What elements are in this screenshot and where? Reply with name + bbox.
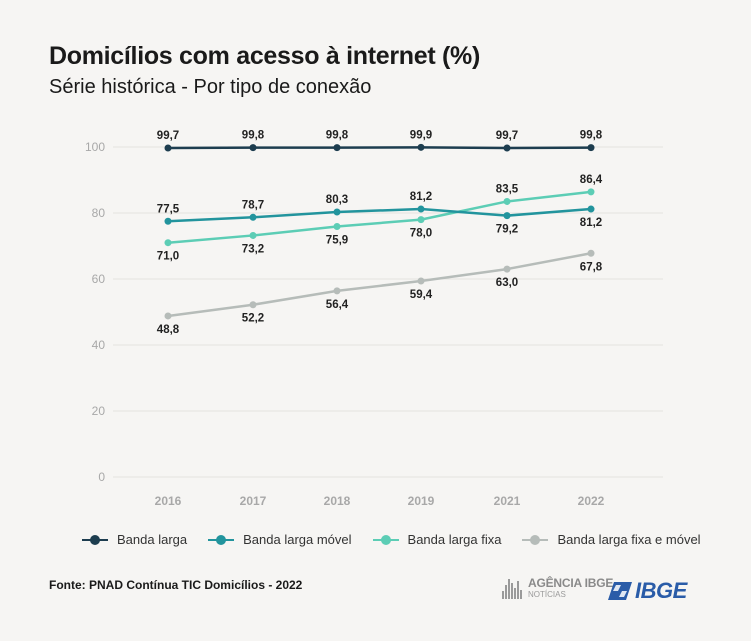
agencia-logo-text: AGÊNCIA IBGE: [528, 576, 614, 590]
data-label: 99,7: [496, 130, 518, 142]
data-label: 52,2: [242, 313, 264, 325]
data-point: [587, 249, 595, 257]
chart-title: Domicílios com acesso à internet (%): [49, 42, 480, 70]
data-point: [503, 144, 511, 152]
legend-label: Banda larga móvel: [243, 532, 352, 547]
data-label: 86,4: [580, 174, 603, 186]
data-point: [249, 213, 257, 221]
chart-legend: Banda larga Banda larga móvel Banda larga …: [82, 532, 722, 547]
data-point: [333, 223, 341, 231]
agencia-logo-subtext: NOTÍCIAS: [528, 590, 566, 599]
y-tick-label: 100: [85, 140, 105, 154]
legend-item: Banda larga fixa e móvel: [522, 532, 701, 547]
data-label: 75,9: [326, 235, 348, 247]
data-label: 99,8: [326, 130, 349, 142]
ibge-wordmark: IBGE: [635, 578, 687, 603]
data-point: [417, 216, 425, 224]
data-label: 78,7: [242, 199, 264, 211]
data-point: [503, 265, 511, 273]
y-tick-label: 80: [92, 206, 106, 220]
data-point: [164, 217, 172, 225]
y-tick-label: 40: [92, 338, 106, 352]
data-point: [503, 212, 511, 220]
data-point: [503, 197, 511, 205]
x-tick-label: 2016: [155, 494, 182, 508]
agencia-ibge-logo: AGÊNCIA IBGE NOTÍCIAS: [502, 577, 613, 599]
ibge-logo: IBGE: [608, 578, 687, 604]
data-point: [587, 144, 595, 152]
legend-label: Banda larga fixa: [407, 532, 502, 547]
legend-item: Banda larga fixa: [372, 532, 502, 547]
data-label: 77,5: [157, 203, 180, 215]
series-line: [167, 252, 592, 318]
chart-subtitle: Série histórica - Por tipo de conexão: [49, 76, 372, 98]
data-point: [164, 239, 172, 247]
data-point: [333, 144, 341, 152]
data-point: [333, 287, 341, 295]
data-label: 48,8: [157, 324, 180, 336]
data-label: 59,4: [410, 289, 433, 301]
data-label: 81,2: [580, 217, 602, 229]
data-point: [587, 188, 595, 196]
data-label: 63,0: [496, 277, 518, 289]
data-label: 99,8: [242, 130, 265, 142]
legend-label: Banda larga fixa e móvel: [557, 532, 701, 547]
x-tick-label: 2017: [240, 494, 267, 508]
data-point: [164, 312, 172, 320]
legend-label: Banda larga: [117, 532, 188, 547]
source-note: Fonte: PNAD Contínua TIC Domicílios - 20…: [49, 578, 303, 592]
legend-item: Banda larga móvel: [208, 532, 352, 547]
y-tick-label: 0: [98, 470, 105, 484]
x-tick-label: 2018: [324, 494, 351, 508]
legend-item: Banda larga: [82, 532, 187, 547]
x-tick-label: 2022: [578, 494, 605, 508]
legend-swatch: [82, 534, 108, 545]
legend-swatch: [372, 534, 399, 545]
data-point: [249, 231, 257, 239]
data-label: 73,2: [242, 243, 264, 255]
data-point: [587, 205, 595, 213]
y-tick-label: 60: [92, 272, 106, 286]
data-label: 67,8: [580, 261, 603, 273]
data-point: [417, 143, 425, 151]
data-label: 56,4: [326, 299, 349, 311]
data-label: 71,0: [157, 251, 179, 263]
legend-swatch: [522, 534, 549, 545]
data-label: 80,3: [326, 194, 348, 206]
series-line: [167, 207, 592, 223]
legend-swatch: [208, 534, 235, 545]
x-tick-label: 2019: [408, 494, 435, 508]
data-label: 99,7: [157, 130, 179, 142]
data-point: [333, 208, 341, 216]
data-label: 99,8: [580, 130, 603, 142]
y-tick-label: 20: [92, 404, 106, 418]
data-label: 81,2: [410, 191, 432, 203]
series-line: [167, 146, 592, 150]
series-line: [167, 190, 592, 244]
data-label: 78,0: [410, 228, 432, 240]
x-tick-label: 2021: [494, 494, 521, 508]
ibge-mark-icon: [608, 582, 632, 600]
data-point: [249, 301, 257, 309]
data-label: 83,5: [496, 183, 519, 195]
data-point: [417, 277, 425, 285]
data-point: [417, 205, 425, 213]
agencia-bars-icon: [502, 577, 523, 599]
data-label: 79,2: [496, 224, 518, 236]
data-point: [164, 144, 172, 152]
data-point: [249, 144, 257, 152]
data-label: 99,9: [410, 129, 432, 141]
